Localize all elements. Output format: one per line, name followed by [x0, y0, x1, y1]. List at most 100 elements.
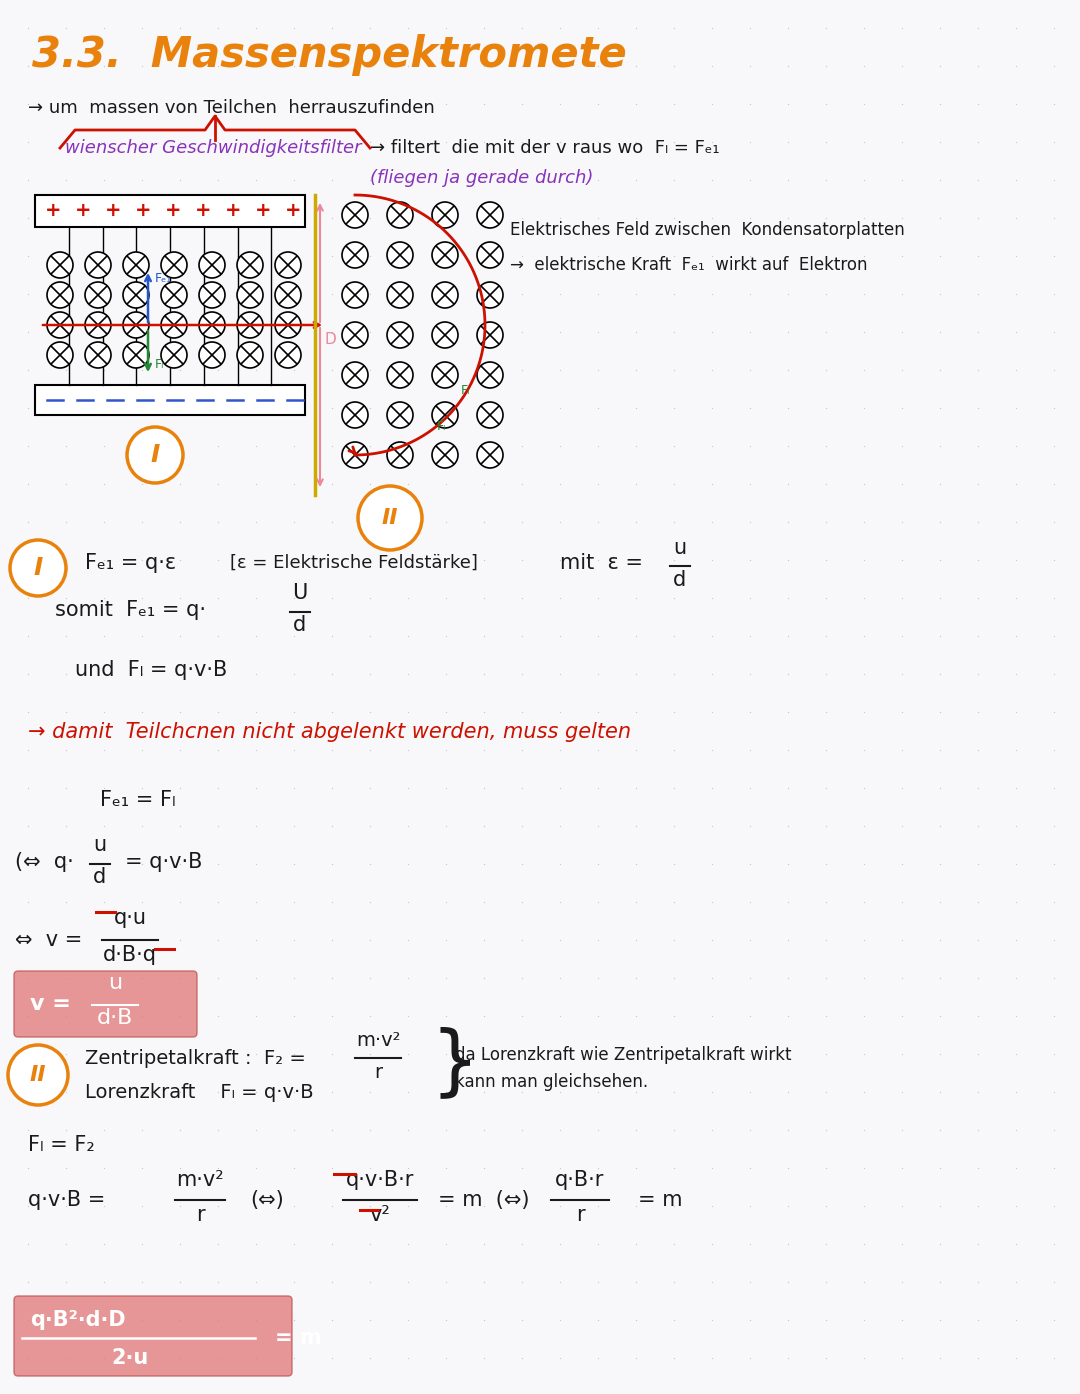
- Text: q·B·r: q·B·r: [555, 1170, 605, 1190]
- Circle shape: [10, 539, 66, 597]
- Text: somit  Fₑ₁ = q·: somit Fₑ₁ = q·: [55, 599, 206, 620]
- Circle shape: [85, 312, 111, 337]
- Circle shape: [342, 322, 368, 348]
- Text: v²: v²: [369, 1204, 391, 1225]
- Circle shape: [48, 342, 73, 368]
- Text: = m  (⇔): = m (⇔): [438, 1190, 529, 1210]
- Text: Zentripetalkraft :  F₂ =: Zentripetalkraft : F₂ =: [85, 1048, 306, 1068]
- Circle shape: [357, 487, 422, 551]
- Circle shape: [123, 342, 149, 368]
- Circle shape: [85, 282, 111, 308]
- Circle shape: [161, 282, 187, 308]
- Text: ⇔  v =: ⇔ v =: [15, 930, 82, 949]
- Text: → um  massen von Teilchen  herrauszufinden: → um massen von Teilchen herrauszufinden: [28, 99, 435, 117]
- Circle shape: [161, 342, 187, 368]
- FancyBboxPatch shape: [14, 972, 197, 1037]
- Circle shape: [387, 322, 413, 348]
- Circle shape: [48, 252, 73, 277]
- Text: D: D: [325, 333, 337, 347]
- Circle shape: [477, 202, 503, 229]
- Circle shape: [432, 442, 458, 468]
- Circle shape: [477, 401, 503, 428]
- Text: wienscher Geschwindigkeitsfilter: wienscher Geschwindigkeitsfilter: [65, 139, 362, 158]
- Circle shape: [342, 202, 368, 229]
- Text: +: +: [255, 202, 271, 220]
- Circle shape: [275, 312, 301, 337]
- Circle shape: [8, 1046, 68, 1105]
- Text: d·B: d·B: [97, 1008, 133, 1027]
- Text: }: }: [430, 1026, 478, 1100]
- Circle shape: [275, 342, 301, 368]
- Text: d: d: [294, 615, 307, 636]
- Text: r: r: [576, 1204, 584, 1225]
- Text: +: +: [75, 202, 91, 220]
- Circle shape: [477, 442, 503, 468]
- Circle shape: [387, 202, 413, 229]
- Circle shape: [432, 202, 458, 229]
- Text: v =: v =: [30, 994, 71, 1013]
- Text: u: u: [108, 973, 122, 993]
- Circle shape: [432, 282, 458, 308]
- Text: +: +: [165, 202, 181, 220]
- Circle shape: [237, 282, 264, 308]
- Text: II: II: [381, 507, 399, 528]
- Text: +: +: [194, 202, 212, 220]
- Text: II: II: [30, 1065, 46, 1085]
- Text: und  Fₗ = q·v·B: und Fₗ = q·v·B: [75, 659, 227, 680]
- Text: m·v²: m·v²: [355, 1030, 401, 1050]
- Text: q·v·B =: q·v·B =: [28, 1190, 106, 1210]
- Text: →  elektrische Kraft  Fₑ₁  wirkt auf  Elektron: → elektrische Kraft Fₑ₁ wirkt auf Elektr…: [510, 256, 867, 275]
- Text: m·v²: m·v²: [176, 1170, 224, 1190]
- Circle shape: [275, 282, 301, 308]
- Bar: [35, 195, 305, 227]
- Circle shape: [123, 282, 149, 308]
- Text: U: U: [293, 583, 308, 604]
- FancyBboxPatch shape: [14, 1296, 292, 1376]
- Circle shape: [237, 252, 264, 277]
- Text: [ε = Elektrische Feldstärke]: [ε = Elektrische Feldstärke]: [230, 553, 477, 572]
- Circle shape: [432, 243, 458, 268]
- Circle shape: [199, 252, 225, 277]
- Text: Fₑ₁ = Fₗ: Fₑ₁ = Fₗ: [100, 790, 175, 810]
- Text: Fₗ: Fₗ: [461, 383, 470, 396]
- Circle shape: [387, 362, 413, 388]
- Text: I: I: [33, 556, 42, 580]
- Circle shape: [477, 282, 503, 308]
- Circle shape: [48, 312, 73, 337]
- Circle shape: [432, 322, 458, 348]
- Text: da Lorenzkraft wie Zentripetalkraft wirkt: da Lorenzkraft wie Zentripetalkraft wirk…: [455, 1046, 792, 1064]
- Text: Lorenzkraft    Fₗ = q·v·B: Lorenzkraft Fₗ = q·v·B: [85, 1083, 313, 1101]
- Circle shape: [387, 243, 413, 268]
- Circle shape: [275, 252, 301, 277]
- Text: u: u: [94, 835, 107, 855]
- Text: +: +: [135, 202, 151, 220]
- Text: Elektrisches Feld zwischen  Kondensatorplatten: Elektrisches Feld zwischen Kondensatorpl…: [510, 222, 905, 238]
- Text: = m: = m: [638, 1190, 683, 1210]
- Circle shape: [477, 322, 503, 348]
- Text: u: u: [674, 538, 687, 558]
- Text: q·B²·d·D: q·B²·d·D: [30, 1310, 125, 1330]
- Text: q·u: q·u: [113, 907, 147, 928]
- Circle shape: [85, 252, 111, 277]
- Text: +: +: [225, 202, 241, 220]
- Text: r: r: [195, 1204, 204, 1225]
- Text: +: +: [285, 202, 301, 220]
- Circle shape: [477, 243, 503, 268]
- Circle shape: [85, 342, 111, 368]
- Circle shape: [387, 401, 413, 428]
- Circle shape: [199, 342, 225, 368]
- Text: Fₗ: Fₗ: [436, 420, 446, 432]
- Circle shape: [48, 282, 73, 308]
- Text: d·B·q: d·B·q: [103, 945, 157, 965]
- Circle shape: [342, 243, 368, 268]
- Text: +: +: [105, 202, 121, 220]
- Text: Fₑ₁: Fₑ₁: [156, 272, 172, 284]
- Text: → damit  Teilchcnen nicht abgelenkt werden, muss gelten: → damit Teilchcnen nicht abgelenkt werde…: [28, 722, 631, 742]
- Circle shape: [432, 362, 458, 388]
- Circle shape: [237, 312, 264, 337]
- Text: mit  ε =: mit ε =: [561, 553, 643, 573]
- Circle shape: [161, 252, 187, 277]
- Text: (⇔): (⇔): [249, 1190, 284, 1210]
- Text: Fₗ = F₂: Fₗ = F₂: [28, 1135, 95, 1156]
- Text: 2·u: 2·u: [111, 1348, 149, 1368]
